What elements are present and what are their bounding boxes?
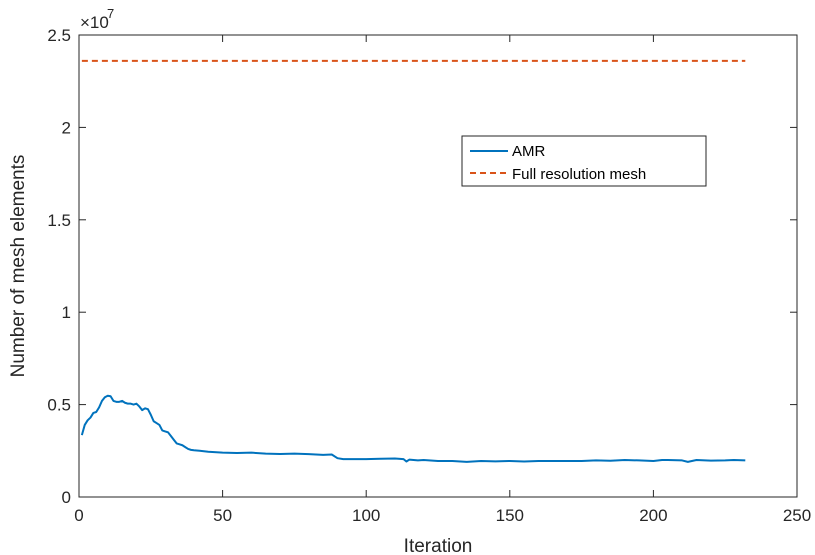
x-tick-label: 150 bbox=[496, 506, 524, 525]
x-tick-label: 0 bbox=[74, 506, 83, 525]
x-tick-label: 250 bbox=[783, 506, 811, 525]
x-axis-title: Iteration bbox=[404, 536, 473, 555]
legend-label-full-resolution-mesh: Full resolution mesh bbox=[512, 166, 646, 183]
legend: AMR Full resolution mesh bbox=[461, 135, 707, 187]
y-tick-label: 1.5 bbox=[47, 211, 71, 230]
x-tick-label: 200 bbox=[639, 506, 667, 525]
y-tick-label: 0.5 bbox=[47, 396, 71, 415]
axes-box bbox=[78, 34, 798, 498]
legend-box bbox=[461, 135, 707, 187]
y-axis-title: Number of mesh elements bbox=[8, 155, 29, 378]
y-tick-label: 2 bbox=[62, 118, 71, 137]
series-line-amr bbox=[80, 394, 746, 463]
series-layer bbox=[80, 59, 746, 463]
x-tick-label: 50 bbox=[213, 506, 232, 525]
legend-label-amr: AMR bbox=[512, 143, 546, 160]
y-tick-label: 2.5 bbox=[47, 26, 71, 45]
plot-area bbox=[79, 35, 797, 497]
y-exponent-base: ×10 bbox=[80, 13, 109, 32]
y-exponent-power: 7 bbox=[107, 6, 114, 21]
y-tick-label: 0 bbox=[62, 488, 71, 507]
y-tick-label: 1 bbox=[62, 303, 71, 322]
x-tick-label: 100 bbox=[352, 506, 380, 525]
tick-layer: 0 50 100 150 200 250 0 0.5 1 1.5 2 2.5 bbox=[47, 26, 811, 525]
